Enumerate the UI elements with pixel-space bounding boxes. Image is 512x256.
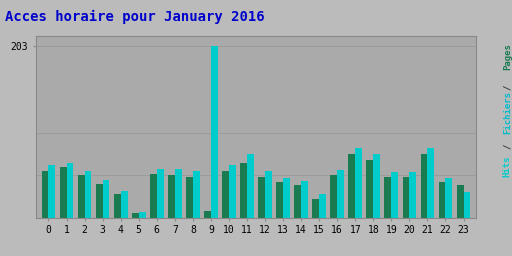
Bar	[457, 186, 463, 218]
Bar	[348, 154, 355, 218]
Bar	[204, 211, 211, 218]
Bar	[96, 184, 102, 218]
Bar	[193, 171, 200, 218]
Text: /: /	[503, 143, 512, 148]
Text: Fichiers: Fichiers	[503, 91, 512, 134]
Text: Hits: Hits	[503, 156, 512, 177]
Bar	[330, 175, 337, 218]
Bar	[420, 154, 428, 218]
Bar	[283, 178, 290, 218]
Bar	[132, 213, 139, 218]
Bar	[247, 154, 254, 218]
Bar	[439, 182, 445, 218]
Bar	[373, 154, 380, 218]
Bar	[229, 165, 236, 218]
Bar	[445, 178, 452, 218]
Bar	[78, 175, 84, 218]
Bar	[391, 172, 398, 218]
Bar	[258, 177, 265, 218]
Bar	[301, 181, 308, 218]
Text: Acces horaire pour January 2016: Acces horaire pour January 2016	[5, 10, 265, 24]
Bar	[175, 168, 182, 218]
Bar	[168, 175, 175, 218]
Bar	[355, 148, 362, 218]
Bar	[139, 212, 145, 218]
Bar	[121, 190, 127, 218]
Bar	[84, 171, 92, 218]
Bar	[211, 46, 218, 218]
Bar	[428, 148, 434, 218]
Bar	[67, 163, 73, 218]
Bar	[385, 177, 391, 218]
Bar	[410, 172, 416, 218]
Bar	[114, 194, 121, 218]
Bar	[222, 171, 229, 218]
Bar	[41, 171, 49, 218]
Bar	[186, 177, 193, 218]
Bar	[463, 192, 471, 218]
Bar	[157, 168, 164, 218]
Bar	[312, 199, 319, 218]
Bar	[337, 170, 344, 218]
Text: /: /	[503, 84, 512, 90]
Bar	[150, 174, 157, 218]
Bar	[240, 163, 247, 218]
Bar	[367, 160, 373, 218]
Bar	[402, 177, 410, 218]
Bar	[102, 179, 110, 218]
Bar	[294, 186, 301, 218]
Bar	[265, 171, 272, 218]
Bar	[49, 165, 55, 218]
Bar	[319, 194, 326, 218]
Bar	[276, 182, 283, 218]
Text: Pages: Pages	[503, 43, 512, 70]
Bar	[60, 167, 67, 218]
